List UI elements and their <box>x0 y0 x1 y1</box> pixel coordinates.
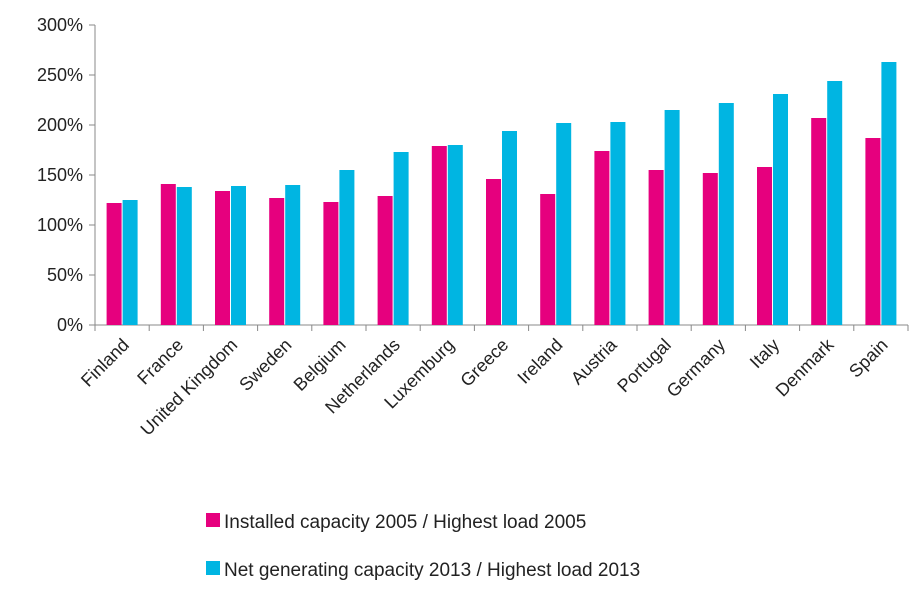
bar-net-2013-luxemburg <box>447 145 463 325</box>
bar-net-2013-belgium <box>339 170 355 325</box>
bar-installed-2005-netherlands <box>377 196 393 325</box>
bar-installed-2005-austria <box>594 151 610 325</box>
legend-label: Installed capacity 2005 / Highest load 2… <box>224 512 586 533</box>
y-tick-label: 50% <box>47 265 83 285</box>
bar-net-2013-greece <box>502 131 517 325</box>
bar-installed-2005-united-kingdom <box>215 191 230 325</box>
bar-installed-2005-sweden <box>269 198 285 325</box>
bar-net-2013-denmark <box>827 81 843 325</box>
x-tick-label: Ireland <box>513 335 566 388</box>
y-tick-label: 250% <box>37 65 83 85</box>
x-tick-label: Greece <box>456 335 512 391</box>
x-tick-label: France <box>133 335 187 389</box>
x-tick-label: Italy <box>746 335 783 372</box>
y-tick-label: 150% <box>37 165 83 185</box>
bar-net-2013-spain <box>881 62 897 325</box>
bar-net-2013-netherlands <box>393 152 409 325</box>
x-tick-label: Spain <box>845 335 892 382</box>
bar-installed-2005-france <box>160 184 176 325</box>
y-tick-label: 200% <box>37 115 83 135</box>
bar-net-2013-finland <box>122 200 138 325</box>
legend-label: Net generating capacity 2013 / Highest l… <box>224 560 640 581</box>
chart-bars <box>106 62 897 325</box>
x-tick-label: Denmark <box>772 334 838 400</box>
bar-installed-2005-spain <box>865 138 881 325</box>
bar-net-2013-italy <box>773 94 788 325</box>
x-tick-label: United Kingdom <box>137 335 242 440</box>
bar-installed-2005-belgium <box>323 202 339 325</box>
bar-net-2013-ireland <box>556 123 572 325</box>
bar-net-2013-united-kingdom <box>231 186 246 325</box>
legend-swatch <box>206 561 220 575</box>
bar-installed-2005-greece <box>486 179 501 325</box>
chart-axes <box>89 24 909 331</box>
chart-legend: Installed capacity 2005 / Highest load 2… <box>206 512 640 581</box>
x-tick-label: Sweden <box>235 335 295 395</box>
legend-swatch <box>206 513 220 527</box>
bar-installed-2005-germany <box>702 173 718 325</box>
bar-installed-2005-ireland <box>540 194 556 325</box>
bar-installed-2005-italy <box>757 167 772 325</box>
x-tick-label: Germany <box>663 335 729 401</box>
y-tick-labels: 0% 50% 100% 150% 200% 250% 300% <box>37 15 83 335</box>
bar-installed-2005-denmark <box>811 118 827 325</box>
bar-installed-2005-portugal <box>648 170 664 325</box>
bar-net-2013-portugal <box>664 110 680 325</box>
y-tick-label: 300% <box>37 15 83 35</box>
bar-net-2013-sweden <box>285 185 301 325</box>
bar-net-2013-france <box>176 187 192 325</box>
bar-net-2013-austria <box>610 122 626 325</box>
bar-installed-2005-finland <box>106 203 122 325</box>
y-tick-label: 100% <box>37 215 83 235</box>
x-tick-label: Austria <box>567 334 621 388</box>
bar-installed-2005-luxemburg <box>431 146 447 325</box>
y-tick-label: 0% <box>57 315 83 335</box>
x-tick-label: Finland <box>77 335 133 391</box>
bar-net-2013-germany <box>718 103 734 325</box>
